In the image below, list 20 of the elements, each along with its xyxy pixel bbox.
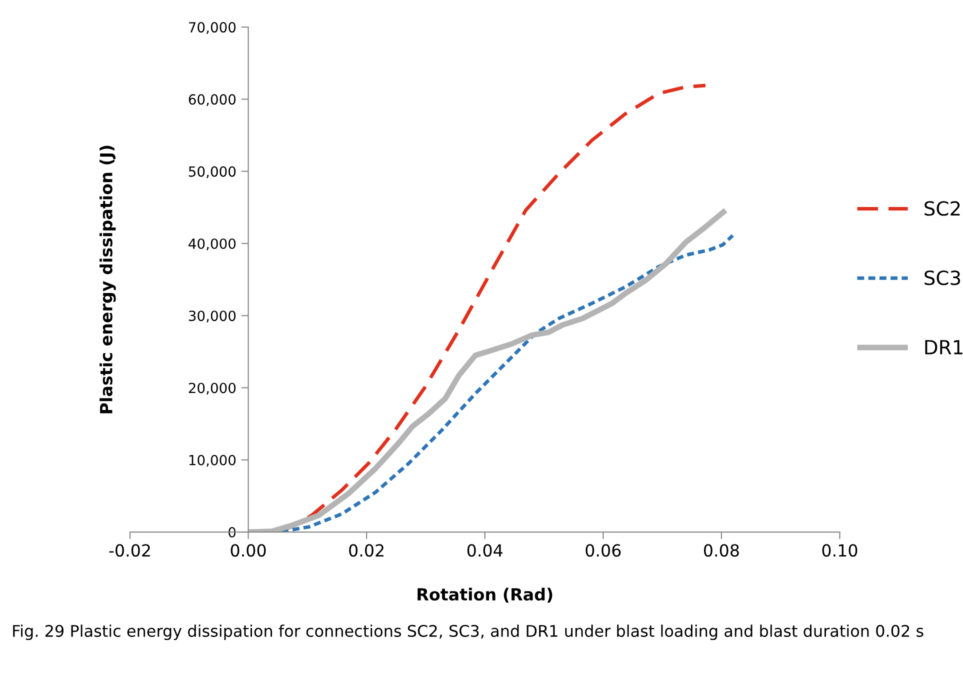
y-tick-label: 40,000 [188, 238, 236, 250]
caption: Fig. 29 Plastic energy dissipation for connections SC2, SC3, and DR1 under blast loading and blast duration 0.02 s [13, 624, 924, 640]
x-axis-title: Rotation (Rad) [418, 588, 552, 603]
y-tick-label: 20,000 [188, 382, 236, 395]
x-tick-label: 0.08 [704, 544, 739, 557]
legend-label: SC3 [924, 270, 960, 286]
y-tick-label: 50,000 [188, 166, 236, 178]
x-tick-label: 0.00 [230, 544, 266, 557]
y-tick-label: 70,000 [189, 22, 236, 34]
x-tick-label: 0.04 [467, 544, 502, 557]
x-tick-label: -0.02 [109, 544, 150, 557]
y-tick-label: 10,000 [189, 454, 236, 467]
y-tick-label: 30,000 [188, 310, 236, 323]
x-tick-label: 0.10 [822, 544, 858, 557]
legend-label: DR1 [925, 340, 962, 354]
x-tick-label: 0.06 [586, 544, 621, 557]
legend-label: SC2 [924, 201, 960, 216]
y-axis-title: Plastic energy dissipation (J) [100, 146, 116, 414]
x-tick-label: 0.02 [349, 544, 384, 557]
y-tick-label: 60,000 [188, 94, 236, 106]
